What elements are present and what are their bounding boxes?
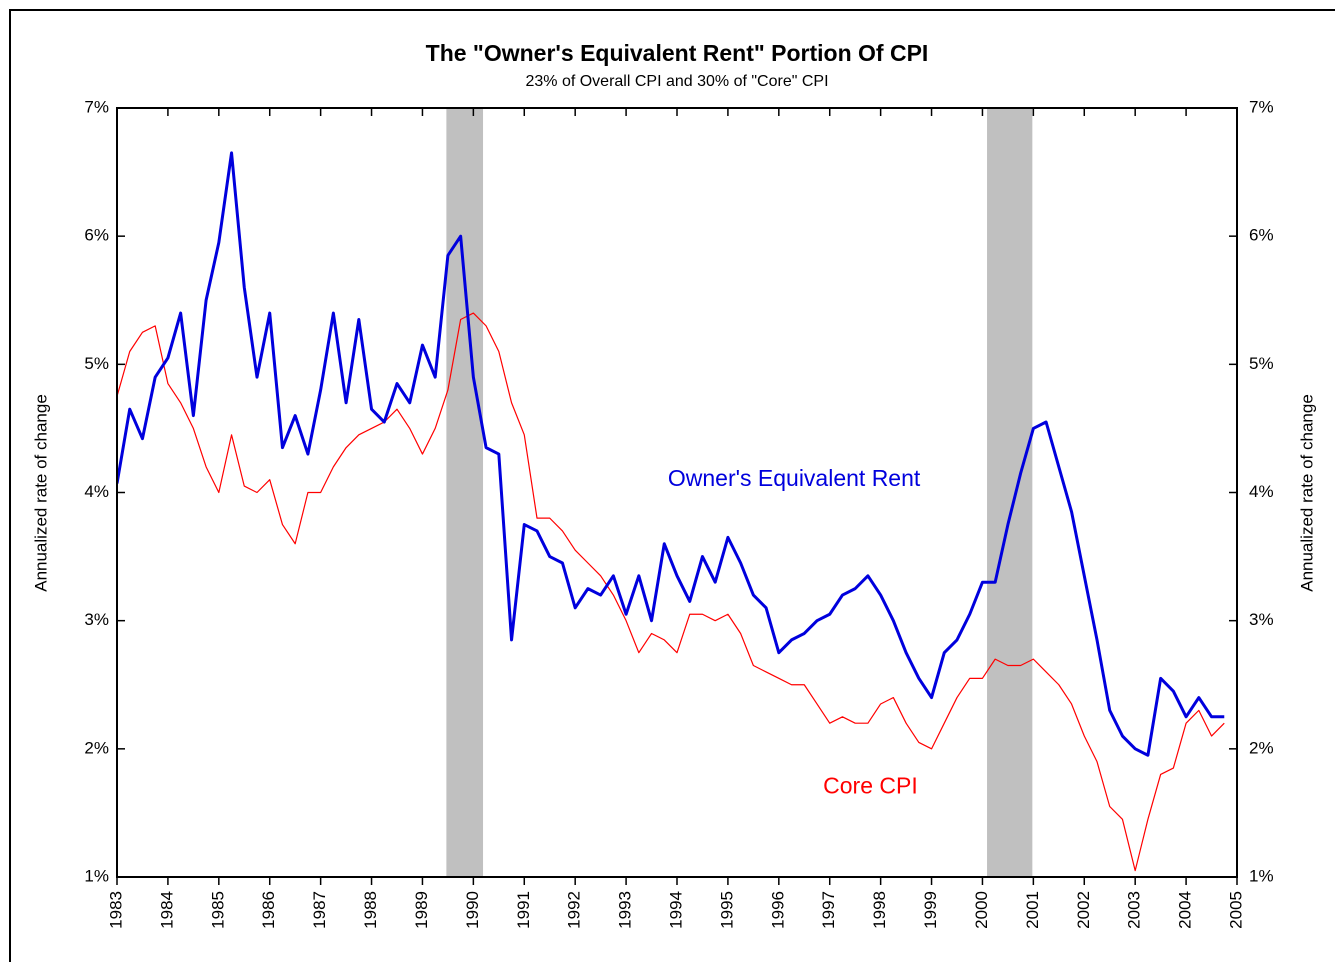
x-tick-label: 1996 — [768, 891, 787, 929]
x-tick-label: 1983 — [106, 891, 125, 929]
series-line — [117, 312, 1225, 872]
x-tick-label: 1984 — [157, 891, 176, 929]
x-tick-label: 1997 — [819, 891, 838, 929]
x-tick-label: 1987 — [310, 891, 329, 929]
x-tick-label: 1994 — [666, 891, 685, 929]
y2-tick-label: 6% — [1249, 226, 1274, 245]
frame — [9, 9, 1335, 962]
x-tick-label: 2004 — [1176, 891, 1195, 929]
x-tick-label: 1995 — [717, 891, 736, 929]
x-tick-label: 2000 — [972, 891, 991, 929]
x-tick-label: 1986 — [259, 891, 278, 929]
x-tick-label: 2001 — [1023, 891, 1042, 929]
y-axis-label: Annualized rate of change — [31, 394, 50, 592]
x-tick-label: 2005 — [1226, 891, 1245, 929]
recession-band — [446, 108, 484, 877]
x-tick-label: 1991 — [514, 891, 533, 929]
chart-title: The "Owner's Equivalent Rent" Portion Of… — [426, 40, 929, 66]
y-tick-label: 5% — [84, 354, 109, 373]
plot-border — [116, 107, 1238, 878]
y-tick-label: 4% — [84, 482, 109, 501]
x-tick-label: 1993 — [616, 891, 635, 929]
recession-band — [987, 108, 1033, 877]
annotation: Core CPI — [823, 772, 918, 798]
series-line — [117, 151, 1225, 757]
x-tick-label: 1999 — [921, 891, 940, 929]
y-tick-label: 6% — [84, 226, 109, 245]
y-tick-label: 3% — [84, 610, 109, 629]
x-tick-label: 1985 — [208, 891, 227, 929]
annotation: Owner's Equivalent Rent — [668, 465, 921, 491]
x-tick-label: 1992 — [565, 891, 584, 929]
y2-tick-label: 3% — [1249, 610, 1274, 629]
chart-subtitle: 23% of Overall CPI and 30% of "Core" CPI — [525, 73, 828, 90]
x-tick-label: 2002 — [1074, 891, 1093, 929]
x-tick-label: 1989 — [412, 891, 431, 929]
y-tick-label: 1% — [84, 866, 109, 885]
y2-tick-label: 1% — [1249, 866, 1274, 885]
y-tick-label: 2% — [84, 738, 109, 757]
x-tick-label: 1998 — [870, 891, 889, 929]
y-tick-label: 7% — [84, 97, 109, 116]
y2-axis-label: Annualized rate of change — [1297, 394, 1316, 592]
y2-tick-label: 7% — [1249, 97, 1274, 116]
x-tick-label: 1990 — [463, 891, 482, 929]
x-tick-label: 1988 — [361, 891, 380, 929]
x-tick-label: 2003 — [1125, 891, 1144, 929]
y2-tick-label: 4% — [1249, 482, 1274, 501]
y2-tick-label: 2% — [1249, 738, 1274, 757]
y2-tick-label: 5% — [1249, 354, 1274, 373]
